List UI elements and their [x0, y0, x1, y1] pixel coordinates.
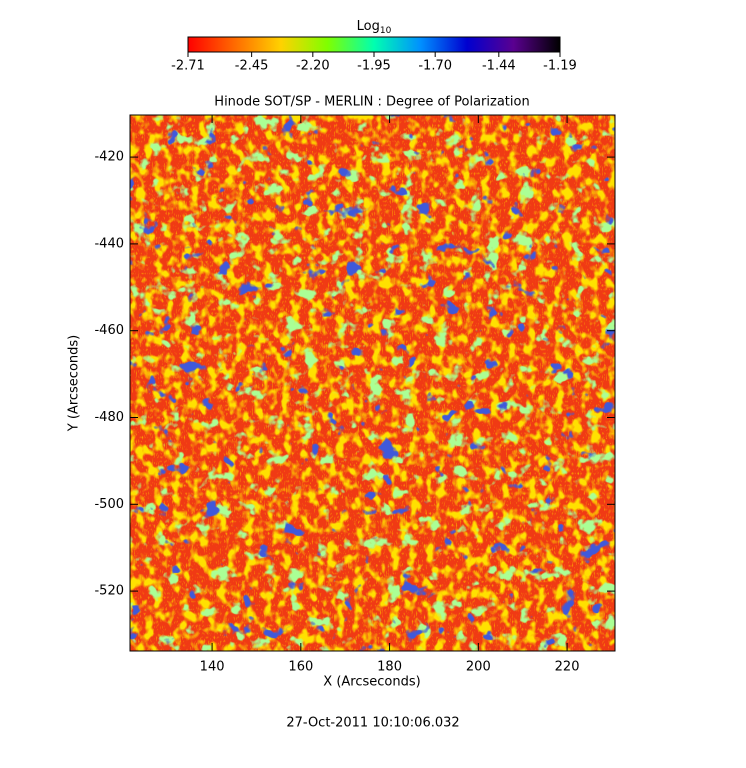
heatmap-texture: [130, 115, 615, 651]
x-axis-label: X (Arcseconds): [323, 675, 420, 690]
y-tick-label: -460: [94, 323, 124, 338]
chart-title: Hinode SOT/SP - MERLIN : Degree of Polar…: [214, 95, 529, 110]
colorbar: [187, 36, 561, 53]
y-axis-label: Y (Arcseconds): [67, 335, 82, 432]
plot-frame: [129, 114, 616, 652]
colorbar-tick-label: -2.45: [235, 59, 269, 74]
y-tick-label: -420: [94, 150, 124, 165]
annotation: 27-Oct-2011 10:10:06.032: [286, 716, 459, 731]
x-tick-label: 160: [288, 660, 313, 675]
colorbar-tick-label: -2.20: [296, 59, 330, 74]
x-tick-label: 180: [377, 660, 402, 675]
y-tick-label: -440: [94, 236, 124, 251]
y-tick-label: -480: [94, 410, 124, 425]
y-tick-label: -520: [94, 584, 124, 599]
colorbar-tick-label: -1.95: [357, 59, 391, 74]
x-tick-label: 140: [200, 660, 225, 675]
y-tick-label: -500: [94, 497, 124, 512]
colorbar-tick-label: -1.19: [543, 59, 577, 74]
x-tick-label: 220: [555, 660, 580, 675]
colorbar-tick-label: -2.71: [171, 59, 205, 74]
colorbar-tick-label: -1.70: [418, 59, 452, 74]
x-tick-label: 200: [466, 660, 491, 675]
colorbar-label: Log10: [357, 19, 392, 36]
colorbar-tick-label: -1.44: [482, 59, 516, 74]
